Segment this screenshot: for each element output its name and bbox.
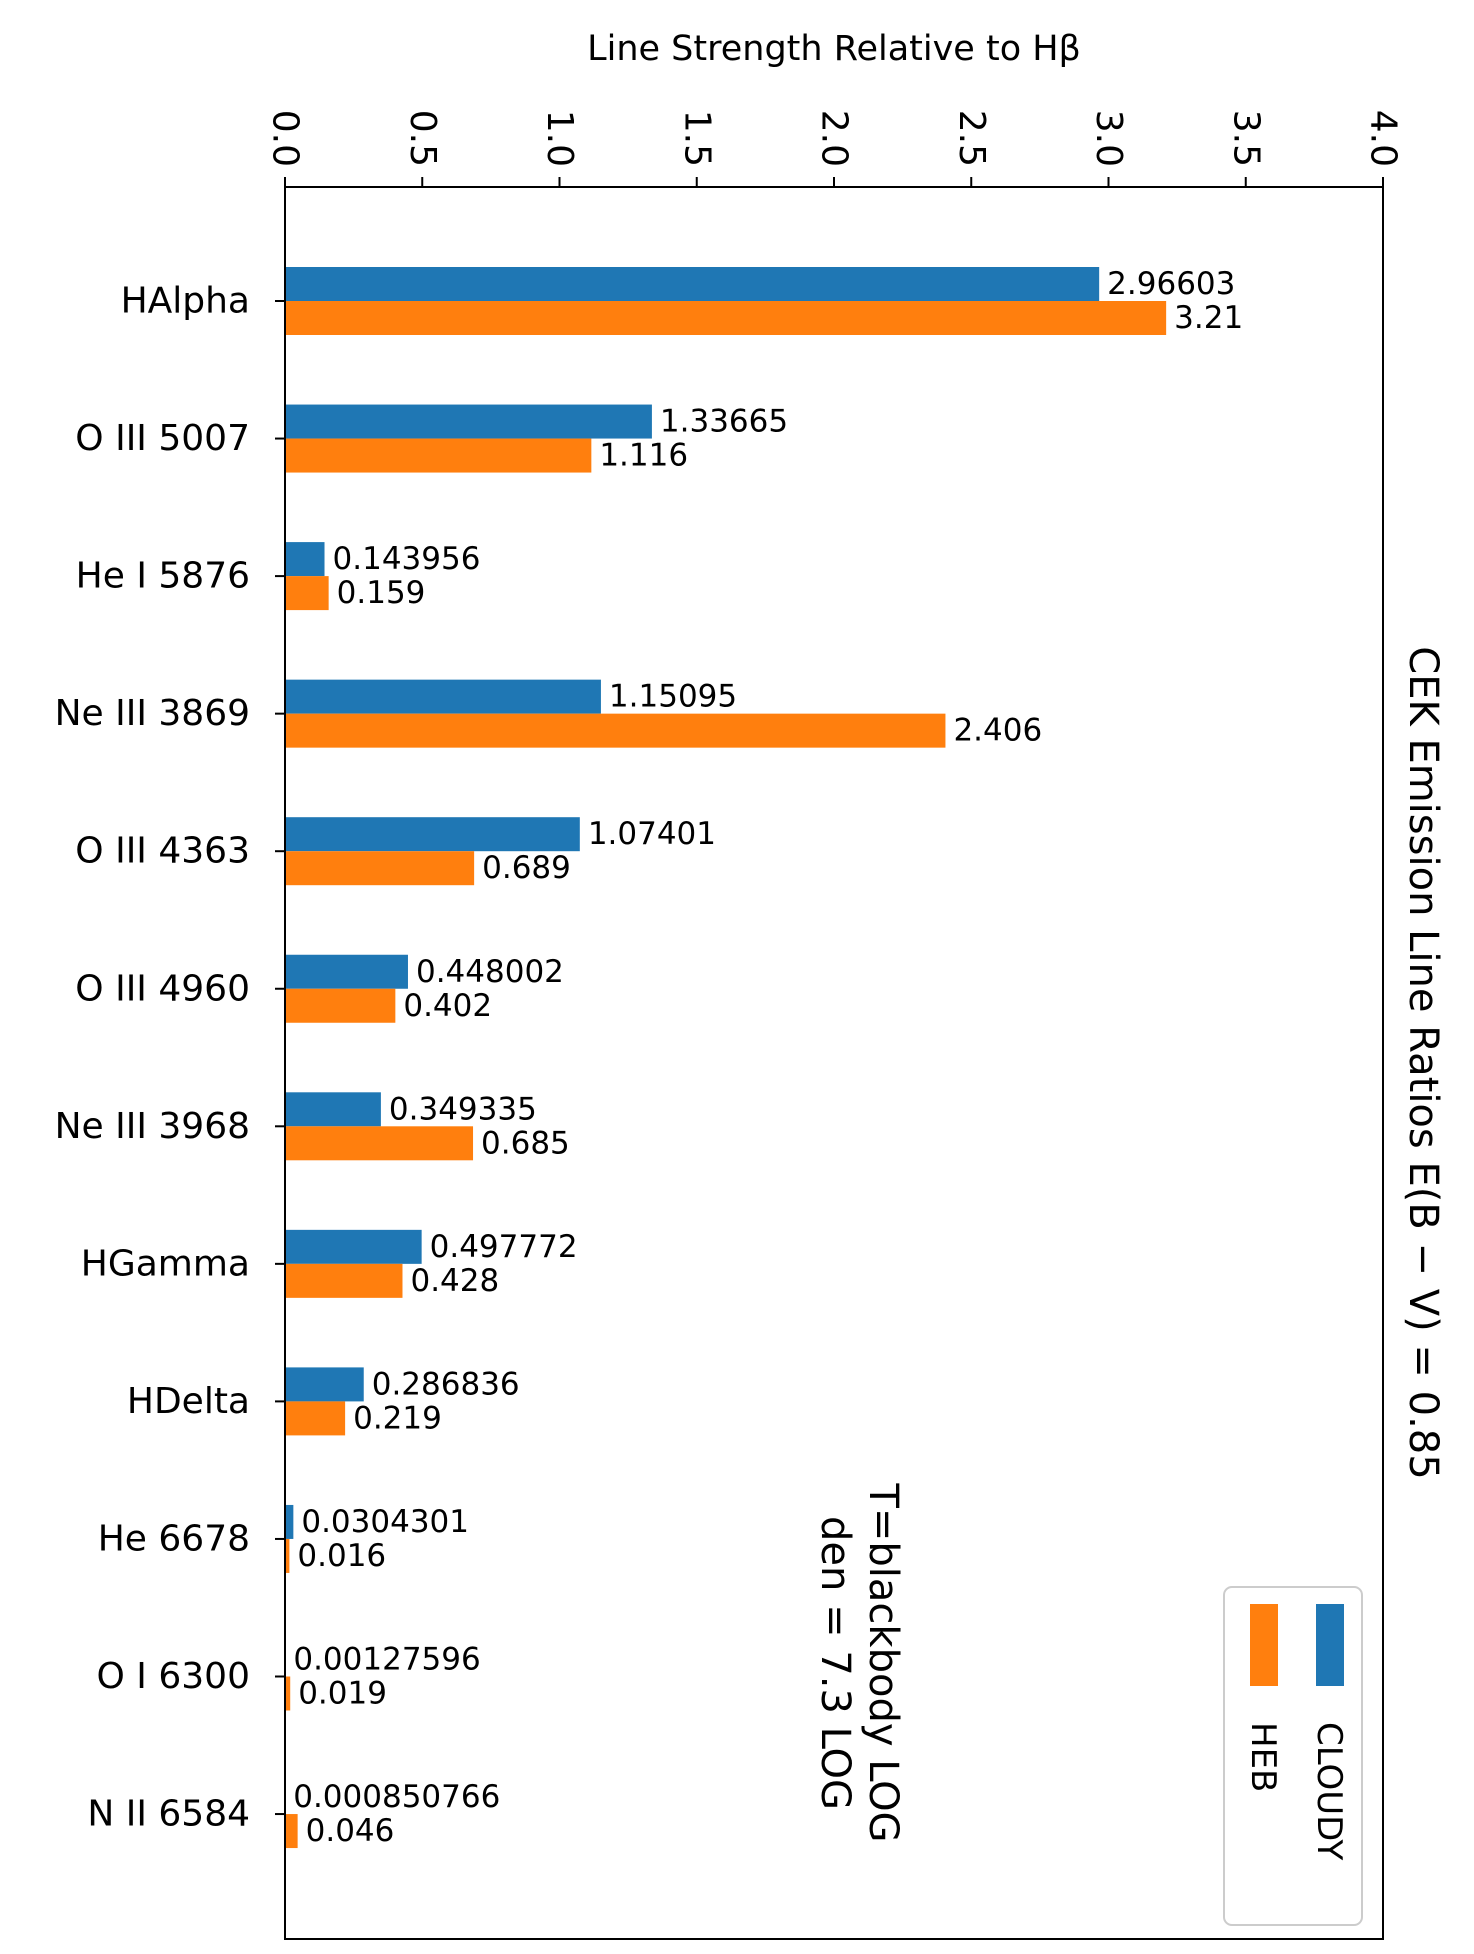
bars-group <box>285 267 1167 1849</box>
category-label: N II 6584 <box>87 1794 250 1835</box>
bar-heb <box>285 576 329 611</box>
data-label-cloudy: 1.15095 <box>609 679 737 715</box>
bar-heb <box>285 438 592 473</box>
data-label-heb: 0.685 <box>481 1125 570 1161</box>
bar-cloudy <box>285 1229 422 1264</box>
data-label-heb: 0.016 <box>297 1538 386 1574</box>
category-label: Ne III 3968 <box>55 1106 250 1147</box>
bar-heb <box>285 1263 403 1298</box>
data-label-cloudy: 0.448002 <box>416 954 564 990</box>
data-label-heb: 0.159 <box>337 575 426 611</box>
bar-cloudy <box>285 817 580 852</box>
data-label-cloudy: 0.0304301 <box>301 1504 469 1540</box>
bar-cloudy <box>285 267 1100 301</box>
data-label-cloudy: 1.33665 <box>660 404 788 440</box>
data-label-cloudy: 1.07401 <box>588 816 716 852</box>
category-label: He I 5876 <box>76 556 250 597</box>
bar-cloudy <box>285 1504 294 1539</box>
annotation: T=blackbody LOG den = 7.3 LOG <box>812 1482 906 1842</box>
category-label: HGamma <box>81 1243 250 1284</box>
data-label-cloudy: 0.349335 <box>389 1091 537 1127</box>
legend: CLOUDY HEB <box>1223 1586 1363 1926</box>
x-tick-label: 0.5 <box>402 110 443 167</box>
category-label: HDelta <box>127 1381 250 1422</box>
x-tick-label: 0.0 <box>265 110 306 167</box>
x-tick-label: 1.0 <box>539 110 580 167</box>
bar-heb <box>285 713 946 748</box>
data-label-heb: 1.116 <box>599 438 688 474</box>
x-tick-label: 3.0 <box>1088 110 1129 167</box>
category-label: Ne III 3869 <box>55 693 250 734</box>
legend-swatch-cloudy <box>1316 1604 1344 1686</box>
data-label-heb: 0.019 <box>298 1676 387 1712</box>
data-label-heb: 0.219 <box>353 1400 442 1436</box>
bar-heb <box>285 988 396 1023</box>
bar-heb <box>285 301 1167 335</box>
bar-heb <box>285 1538 290 1573</box>
data-label-heb: 3.21 <box>1174 300 1243 336</box>
x-ticks-group: 0.0 0.5 1.0 1.5 2.0 2.5 3.0 3.5 4.0 <box>265 110 1404 1816</box>
data-label-cloudy: 2.96603 <box>1107 266 1235 302</box>
bar-heb <box>285 851 475 886</box>
legend-swatch-heb <box>1250 1604 1278 1686</box>
data-label-heb: 0.402 <box>403 988 492 1024</box>
data-label-cloudy: 0.286836 <box>372 1366 520 1402</box>
data-label-heb: 0.428 <box>410 1263 499 1299</box>
annotation-line-1: T=blackbody LOG <box>860 1482 906 1842</box>
bar-cloudy <box>285 1367 364 1402</box>
bar-heb <box>285 1126 474 1161</box>
legend-label-cloudy: CLOUDY <box>1309 1722 1349 1860</box>
category-label: He 6678 <box>98 1518 250 1559</box>
data-label-cloudy: 0.143956 <box>333 541 481 577</box>
data-label-cloudy: 0.497772 <box>430 1229 578 1265</box>
annotation-line-2: den = 7.3 LOG <box>812 1516 858 1810</box>
category-labels-group: HAlpha O III 5007 He I 5876 Ne III 3869 O II… <box>55 281 250 1835</box>
category-label: O I 6300 <box>97 1656 250 1697</box>
category-label: O III 4363 <box>75 831 250 872</box>
category-label: O III 4960 <box>75 968 250 1009</box>
bar-cloudy <box>285 1092 381 1127</box>
category-label: O III 5007 <box>75 418 250 459</box>
data-label-heb: 2.406 <box>953 713 1042 749</box>
x-tick-label: 1.5 <box>676 110 717 167</box>
category-label: HAlpha <box>121 281 250 322</box>
bar-heb <box>285 1401 346 1436</box>
x-axis-label: Line Strength Relative to Hβ <box>587 29 1081 69</box>
x-tick-label: 2.0 <box>814 110 855 167</box>
x-tick-label: 4.0 <box>1363 110 1404 167</box>
chart-title: CEK Emission Line Ratios E(B − V) = 0.85 <box>1400 646 1446 1479</box>
plot-frame <box>284 186 1384 1940</box>
bar-heb <box>285 1814 298 1849</box>
bar-cloudy <box>285 404 652 439</box>
data-label-heb: 0.046 <box>306 1813 395 1849</box>
x-tick-label: 3.5 <box>1225 110 1266 167</box>
data-label-cloudy: 0.000850766 <box>293 1779 500 1815</box>
data-label-heb: 0.689 <box>482 850 571 886</box>
data-label-cloudy: 0.00127596 <box>293 1642 480 1678</box>
bar-heb <box>285 1676 291 1711</box>
bar-cloudy <box>285 679 601 714</box>
bar-cloudy <box>285 954 408 989</box>
legend-label-heb: HEB <box>1243 1722 1283 1792</box>
x-tick-label: 2.5 <box>951 110 992 167</box>
bar-cloudy <box>285 542 325 577</box>
